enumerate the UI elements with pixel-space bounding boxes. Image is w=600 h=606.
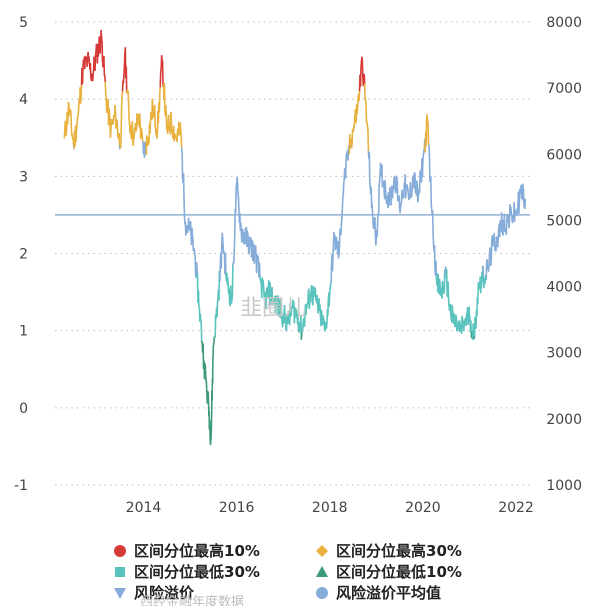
y-right-tick-label: 2000 — [546, 412, 582, 428]
risk-premium-series — [63, 29, 527, 446]
legend-marker — [316, 566, 328, 577]
y-left-tick-label: -1 — [14, 478, 28, 494]
y-left-tick-label: 0 — [19, 401, 28, 417]
x-tick-label: 2016 — [219, 500, 255, 516]
legend-marker — [114, 588, 126, 599]
legend-label: 区间分位最高10% — [134, 542, 260, 560]
y-right-tick-label: 6000 — [546, 147, 582, 163]
watermark: 韭圈儿 — [240, 296, 306, 321]
y-left-tick-label: 4 — [19, 92, 28, 108]
legend-label: 风险溢价 — [134, 584, 195, 602]
legend-label: 区间分位最低30% — [134, 563, 260, 581]
x-tick-label: 2018 — [312, 500, 348, 516]
y-right-tick-label: 7000 — [546, 81, 582, 97]
x-tick-label: 2014 — [126, 500, 162, 516]
y-right-tick-label: 5000 — [546, 213, 582, 229]
y-left-tick-label: 5 — [19, 15, 28, 31]
y-right-tick-label: 8000 — [546, 15, 582, 31]
left-axis-labels: -1 0 1 2 3 4 5 — [14, 15, 28, 494]
legend-marker — [316, 545, 328, 557]
x-tick-label: 2022 — [498, 500, 534, 516]
y-right-tick-label: 3000 — [546, 346, 582, 362]
y-left-tick-label: 2 — [19, 247, 28, 263]
x-tick-label: 2020 — [405, 500, 441, 516]
legend-label: 风险溢价平均值 — [336, 584, 441, 602]
legend-marker — [115, 567, 125, 577]
legend-marker — [316, 587, 328, 599]
y-left-tick-label: 1 — [19, 324, 28, 340]
legend: 区间分位最高10% 区间分位最高30% 区间分位最低30% 区间分位最低10% 风险溢价… — [114, 542, 462, 602]
right-axis-labels: 1000 2000 3000 4000 5000 6000 7000 8000 — [546, 15, 582, 494]
legend-marker — [114, 545, 126, 557]
y-right-tick-label: 1000 — [546, 478, 582, 494]
grid-lines — [55, 21, 530, 486]
y-left-tick-label: 3 — [19, 169, 28, 185]
x-axis-labels: 2014 2016 2018 2020 2022 — [126, 500, 534, 516]
footer-text: 西经金融年度数据 — [140, 594, 244, 606]
legend-label: 区间分位最高30% — [336, 542, 462, 560]
legend-label: 区间分位最低10% — [336, 563, 462, 581]
y-right-tick-label: 4000 — [546, 280, 582, 296]
